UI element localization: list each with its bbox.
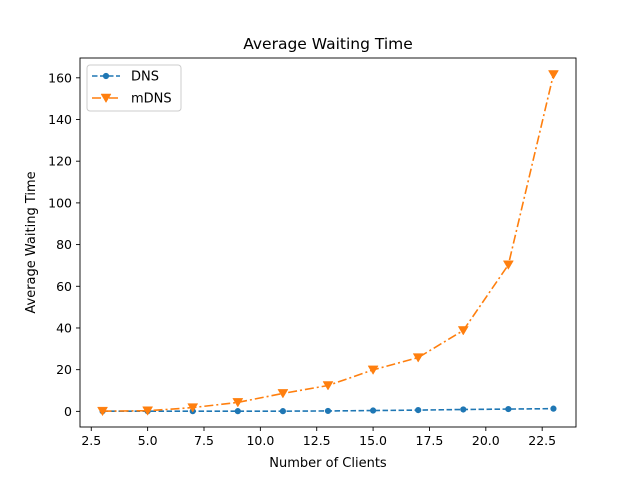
data-point	[367, 365, 379, 375]
x-tick-label: 7.5	[194, 433, 214, 448]
data-point	[232, 398, 244, 408]
x-tick-label: 22.5	[528, 433, 556, 448]
y-tick-label: 160	[48, 70, 72, 85]
data-point	[142, 406, 154, 416]
data-point	[234, 408, 241, 415]
data-point	[502, 260, 514, 270]
x-axis-label: Number of Clients	[269, 456, 387, 471]
series-mdns	[97, 70, 559, 417]
data-point	[548, 70, 559, 80]
data-point	[505, 405, 512, 413]
x-axis: 2.5 5.0 7.5 10.0 12.5 15.0 17.5 20.0 22.5	[81, 427, 556, 448]
x-tick-label: 10.0	[246, 433, 274, 448]
data-point	[324, 407, 332, 415]
data-point	[412, 353, 424, 363]
x-tick-label: 2.5	[81, 433, 101, 448]
legend: DNS mDNS	[86, 64, 182, 112]
data-point	[97, 406, 108, 417]
legend-marker	[100, 93, 112, 103]
legend-label: DNS	[131, 70, 159, 85]
data-point	[550, 405, 557, 412]
data-point	[369, 407, 377, 414]
legend-item-dns: DNS	[92, 70, 159, 85]
legend-item-mdns: mDNS	[92, 92, 172, 107]
y-axis: 0 20 40 60 80 100 120 140 160	[48, 70, 80, 419]
data-point	[279, 408, 287, 415]
legend-label: mDNS	[131, 92, 172, 107]
y-tick-label: 20	[56, 362, 72, 377]
chart-title: Average Waiting Time	[243, 35, 413, 53]
x-tick-label: 15.0	[359, 433, 387, 448]
data-point	[322, 381, 334, 391]
x-tick-label: 5.0	[138, 433, 158, 448]
plot-area	[79, 57, 577, 428]
legend-marker	[102, 72, 110, 80]
y-axis-label: Average Waiting Time	[24, 171, 39, 313]
data-point	[415, 407, 422, 414]
plot-frame	[80, 58, 576, 427]
data-point	[457, 326, 469, 336]
data-point	[277, 389, 289, 399]
series-layer	[97, 70, 559, 417]
y-tick-label: 40	[56, 320, 72, 335]
y-tick-label: 140	[48, 112, 72, 127]
y-tick-label: 60	[56, 279, 72, 294]
y-tick-label: 0	[64, 404, 72, 419]
y-tick-label: 100	[48, 195, 72, 210]
data-point	[460, 406, 467, 413]
y-tick-label: 120	[48, 154, 72, 169]
x-tick-label: 12.5	[303, 433, 331, 448]
plot-border	[79, 57, 577, 428]
y-tick-label: 80	[56, 237, 72, 252]
x-tick-label: 20.0	[472, 433, 500, 448]
data-point	[187, 403, 199, 413]
x-tick-label: 17.5	[416, 433, 444, 448]
